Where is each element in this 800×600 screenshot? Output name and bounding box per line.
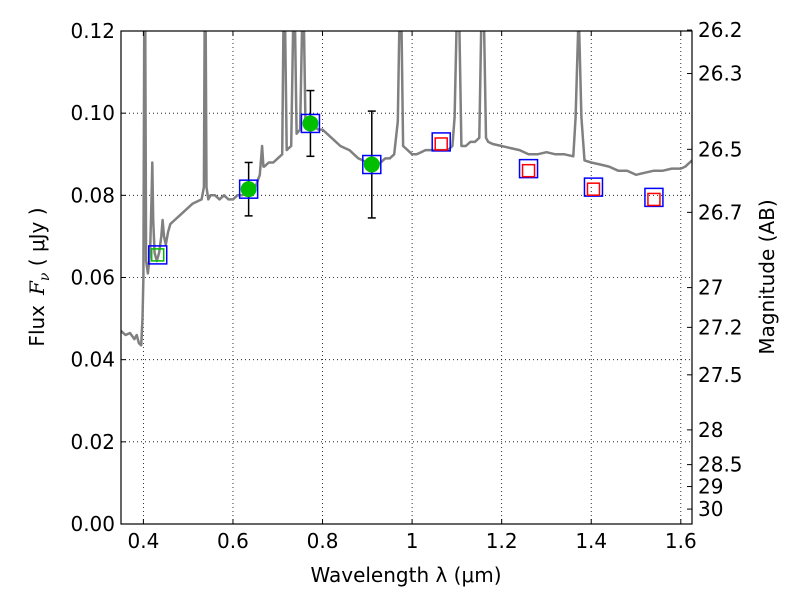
model-flux-marker bbox=[150, 248, 165, 262]
observed-flux-point bbox=[363, 156, 380, 173]
bandpass-flux-square bbox=[431, 132, 451, 152]
bandpass-flux-square bbox=[583, 177, 604, 197]
x-axis-label: Wavelength λ (μm) bbox=[310, 563, 501, 587]
model-flux-marker bbox=[434, 137, 448, 151]
magnitude-tick-label: 26.3 bbox=[698, 62, 743, 86]
x-tick-label: 0.6 bbox=[217, 529, 249, 553]
magnitude-tick-label: 26.5 bbox=[698, 137, 743, 161]
bandpass-flux-square bbox=[147, 245, 168, 265]
bandpass-flux-square bbox=[238, 179, 259, 199]
magnitude-tick-label: 27.5 bbox=[698, 363, 743, 387]
x-tick-label: 1 bbox=[406, 529, 419, 553]
x-tick-label: 1.4 bbox=[575, 529, 607, 553]
y-tick-label: 0.10 bbox=[70, 101, 115, 125]
x-tick-label: 0.8 bbox=[307, 529, 339, 553]
plot-data bbox=[121, 31, 692, 347]
y-tick-label: 0.02 bbox=[70, 430, 115, 454]
y-axis-label-unit: ( μJy ) bbox=[25, 207, 49, 272]
y-axis-label-subscript: ν bbox=[37, 272, 53, 281]
magnitude-tick-label: 26.2 bbox=[698, 18, 743, 42]
model-spectrum-line bbox=[121, 31, 692, 347]
model-flux-marker bbox=[586, 182, 601, 196]
model-flux-marker bbox=[521, 163, 536, 178]
magnitude-axis-label: Magnitude (AB) bbox=[755, 199, 779, 354]
bandpass-flux-square bbox=[644, 187, 664, 208]
bandpass-flux-square bbox=[300, 113, 321, 134]
magnitude-tick-label: 28 bbox=[698, 418, 723, 442]
magnitude-tick-label: 30 bbox=[698, 497, 723, 521]
x-tick-label: 0.4 bbox=[127, 529, 159, 553]
magnitude-tick-label: 28.5 bbox=[698, 453, 743, 477]
y-tick-label: 0.08 bbox=[70, 183, 115, 207]
y-tick-label: 0.00 bbox=[70, 512, 115, 536]
x-tick-label: 1.6 bbox=[665, 529, 697, 553]
x-tick-label: 1.2 bbox=[486, 529, 518, 553]
y-axis-label-prefix: Flux bbox=[25, 305, 49, 347]
model-flux-marker bbox=[647, 192, 661, 207]
magnitude-tick-label: 29 bbox=[698, 475, 723, 499]
magnitude-tick-label: 27.2 bbox=[698, 315, 743, 339]
y-axis-label: Flux Fν ( μJy ) bbox=[25, 207, 53, 346]
magnitude-tick-label: 26.7 bbox=[698, 200, 743, 224]
bandpass-flux-square bbox=[362, 154, 382, 175]
bandpass-flux-square bbox=[518, 158, 539, 179]
y-tick-label: 0.06 bbox=[70, 266, 115, 290]
magnitude-tick-label: 27 bbox=[698, 276, 723, 300]
observed-flux-point bbox=[240, 181, 257, 198]
y-tick-label: 0.12 bbox=[70, 19, 115, 43]
y-tick-label: 0.04 bbox=[70, 348, 115, 372]
y-axis-label-symbol: F bbox=[25, 280, 49, 296]
axis-ticks: 0.4 0.6 0.8 1 1.2 1.4 1.6 0.00 0.02 0.04 0.06 0.08 0… bbox=[70, 18, 742, 553]
observed-flux-point bbox=[302, 115, 319, 132]
